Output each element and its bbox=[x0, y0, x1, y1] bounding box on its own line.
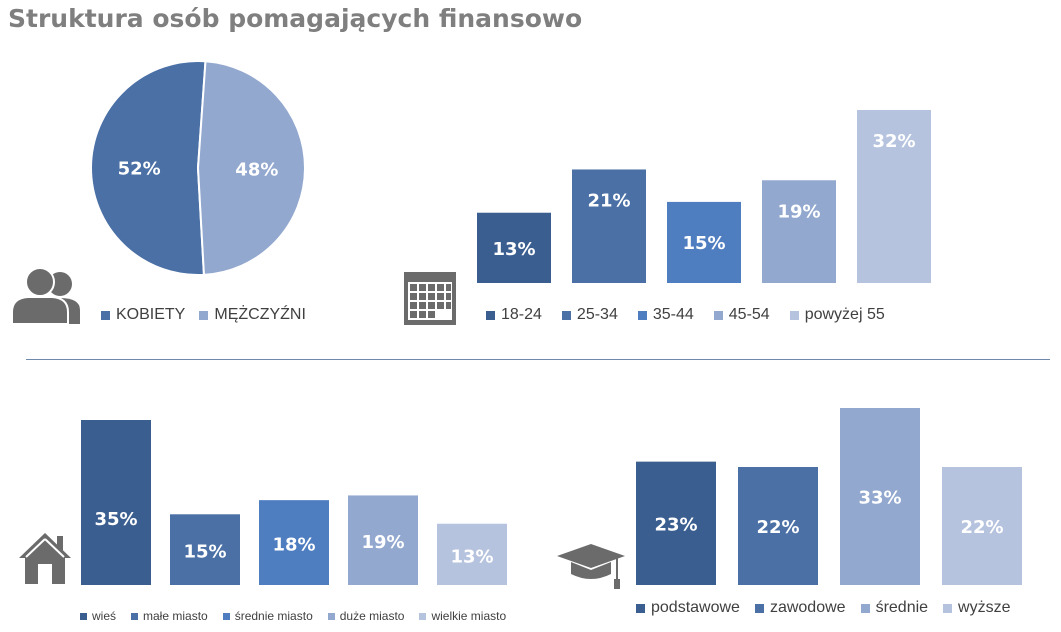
legend-label: wielkie miasto bbox=[431, 609, 507, 623]
legend-label: wyższe bbox=[958, 599, 1011, 616]
bar bbox=[81, 420, 151, 585]
bar-value-label: 18% bbox=[272, 535, 315, 556]
bar bbox=[636, 461, 716, 585]
legend-label: MĘŻCZYŹNI bbox=[214, 306, 306, 323]
legend-item: wieś bbox=[80, 609, 116, 623]
page-title: Struktura osób pomagających finansowo bbox=[8, 4, 583, 33]
bar bbox=[840, 408, 920, 585]
legend-label: 35-44 bbox=[652, 306, 694, 323]
legend-item: 25-34 bbox=[561, 306, 618, 324]
bar-value-label: 15% bbox=[183, 542, 226, 563]
gender-legend: KOBIETY MĘŻCZYŹNI bbox=[101, 306, 320, 324]
legend-swatch bbox=[199, 310, 209, 320]
bar-value-label: 23% bbox=[654, 514, 697, 535]
legend-label: 45-54 bbox=[728, 306, 770, 323]
legend-swatch bbox=[943, 603, 953, 613]
bar-value-label: 19% bbox=[361, 532, 404, 553]
legend-swatch bbox=[327, 612, 335, 620]
legend-label: podstawowe bbox=[651, 599, 740, 616]
legend-item: wielkie miasto bbox=[419, 609, 506, 623]
place-bar-chart: 35% 15% 18% 19% 13% bbox=[81, 420, 507, 585]
legend-item: MĘŻCZYŹNI bbox=[199, 306, 306, 324]
bar bbox=[762, 180, 836, 283]
legend-label: średnie miasto bbox=[234, 609, 313, 623]
legend-label: KOBIETY bbox=[116, 306, 186, 323]
people-icon bbox=[10, 266, 82, 329]
legend-swatch bbox=[222, 612, 230, 620]
bar-value-label: 15% bbox=[682, 233, 725, 254]
bar bbox=[857, 110, 931, 283]
legend-swatch bbox=[713, 310, 723, 320]
bar-value-label: 13% bbox=[492, 239, 535, 260]
legend-item: średnie miasto bbox=[222, 609, 313, 623]
section-divider bbox=[26, 359, 1050, 360]
legend-swatch bbox=[419, 612, 427, 620]
legend-label: 18-24 bbox=[501, 306, 542, 323]
calendar-icon bbox=[403, 270, 457, 331]
legend-item: 35-44 bbox=[637, 306, 694, 324]
bar-value-label: 13% bbox=[450, 546, 493, 567]
bar-value-label: 33% bbox=[858, 488, 901, 509]
legend-label: średnie bbox=[875, 599, 929, 616]
bar bbox=[738, 467, 818, 585]
age-bar-chart: 13% 21% 15% 19% 32% bbox=[477, 110, 931, 283]
legend-label: powyżej 55 bbox=[804, 306, 885, 323]
legend-swatch bbox=[860, 603, 870, 613]
bar bbox=[477, 212, 551, 283]
legend-label: małe miasto bbox=[143, 609, 208, 623]
bar bbox=[259, 500, 329, 585]
place-legend: wieś małe miasto średnie miasto duże miasto… bbox=[80, 609, 521, 623]
bar-value-label: 35% bbox=[94, 509, 137, 530]
age-legend: 18-24 25-34 35-44 45-54 powyżej 55 bbox=[486, 306, 905, 324]
legend-label: 25-34 bbox=[576, 306, 618, 323]
legend-item: średnie bbox=[860, 599, 929, 617]
bar bbox=[942, 467, 1022, 585]
legend-item: małe miasto bbox=[131, 609, 208, 623]
legend-swatch bbox=[636, 603, 645, 613]
education-bar-chart: 23% 22% 33% 22% bbox=[636, 408, 1022, 585]
bar bbox=[572, 169, 646, 283]
legend-item: podstawowe bbox=[636, 599, 740, 617]
house-icon bbox=[17, 530, 73, 591]
education-legend: podstawowe zawodowe średnie wyższe bbox=[636, 599, 1026, 617]
bar-value-label: 19% bbox=[777, 201, 820, 222]
legend-item: powyżej 55 bbox=[789, 306, 885, 324]
bar-value-label: 32% bbox=[872, 131, 915, 152]
graduation-cap-icon bbox=[555, 540, 627, 597]
legend-swatch bbox=[80, 612, 87, 620]
legend-label: duże miasto bbox=[339, 609, 405, 623]
legend-swatch bbox=[131, 612, 139, 620]
legend-swatch bbox=[486, 310, 495, 320]
bar bbox=[170, 514, 240, 585]
legend-item: wyższe bbox=[943, 599, 1011, 617]
bar-value-label: 21% bbox=[587, 190, 630, 211]
legend-swatch bbox=[754, 603, 764, 613]
pie-slice bbox=[196, 60, 306, 276]
slice-label: 52% bbox=[118, 159, 161, 180]
pie-slice bbox=[90, 60, 207, 276]
bar bbox=[348, 495, 418, 585]
legend-label: zawodowe bbox=[769, 599, 846, 616]
bar bbox=[667, 201, 741, 283]
legend-swatch bbox=[789, 310, 799, 320]
legend-item: 18-24 bbox=[486, 306, 542, 324]
legend-label: wieś bbox=[92, 609, 117, 623]
legend-item: duże miasto bbox=[327, 609, 405, 623]
legend-item: zawodowe bbox=[754, 599, 846, 617]
bar bbox=[437, 523, 507, 585]
legend-swatch bbox=[561, 310, 571, 320]
legend-item: KOBIETY bbox=[101, 306, 185, 324]
bar-value-label: 22% bbox=[960, 517, 1003, 538]
legend-swatch bbox=[101, 310, 110, 320]
legend-item: 45-54 bbox=[713, 306, 770, 324]
bar-value-label: 22% bbox=[756, 517, 799, 538]
slice-label: 48% bbox=[235, 159, 278, 180]
legend-swatch bbox=[637, 310, 647, 320]
gender-pie-chart: 52% 48% bbox=[90, 60, 306, 276]
